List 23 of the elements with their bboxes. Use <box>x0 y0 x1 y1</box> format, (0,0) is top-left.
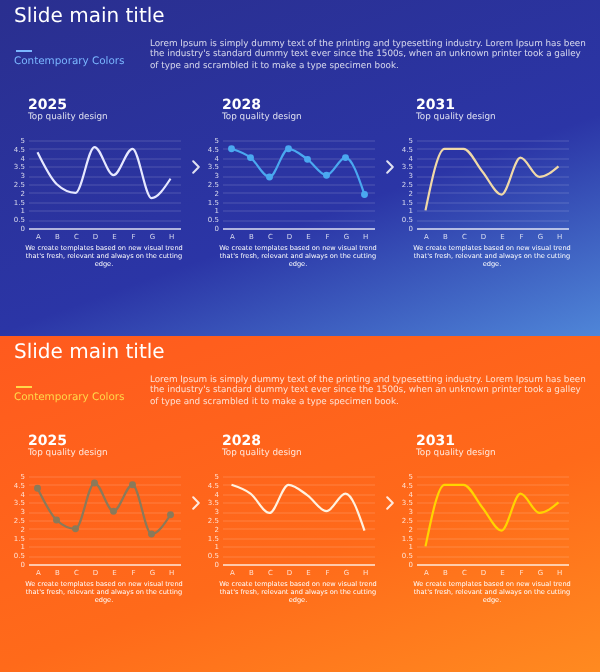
point <box>129 481 136 489</box>
line-series <box>34 479 174 538</box>
line-series <box>424 483 560 548</box>
text: Slide main title <box>14 6 167 30</box>
point <box>91 479 98 487</box>
point <box>247 154 254 162</box>
text: Slide main title <box>14 342 167 366</box>
point <box>228 145 235 153</box>
point <box>110 507 117 515</box>
point <box>34 484 41 492</box>
point <box>266 173 273 181</box>
point <box>285 145 292 153</box>
point <box>72 525 79 533</box>
line-series <box>424 147 560 212</box>
point <box>323 171 330 179</box>
point <box>167 511 174 519</box>
line-series <box>36 145 172 200</box>
line-series <box>230 483 366 532</box>
point <box>342 154 349 162</box>
point <box>148 530 155 538</box>
point <box>361 191 368 199</box>
point <box>304 155 311 163</box>
point <box>53 516 60 524</box>
